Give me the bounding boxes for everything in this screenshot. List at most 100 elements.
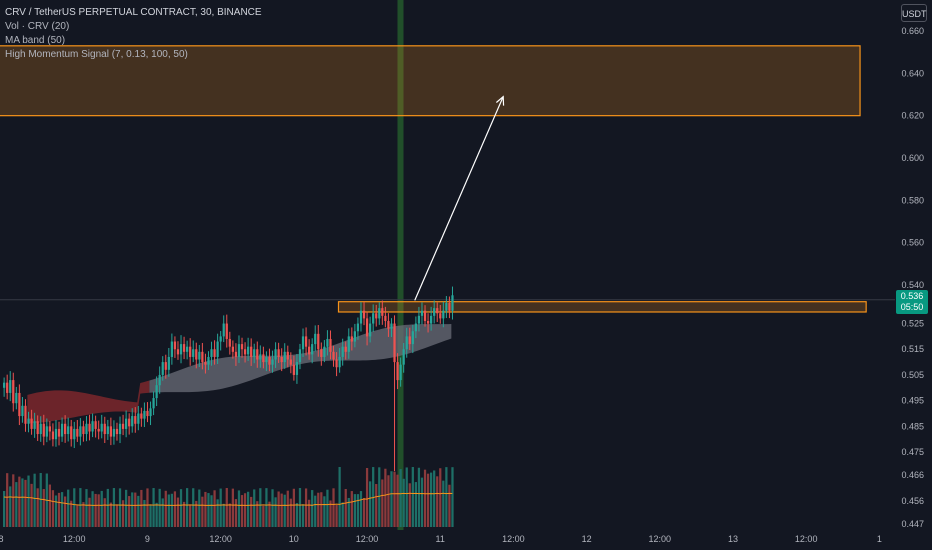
candle-body [402,349,405,365]
volume-bar [137,495,140,527]
volume-bar [247,491,250,527]
signal-indicator-label[interactable]: High Momentum Signal (7, 0.13, 100, 50) [5,49,188,60]
volume-bar [396,474,399,527]
candle-body [433,308,436,316]
candle-body [79,426,82,437]
candle-body [213,349,216,357]
candle-body [362,310,366,319]
volume-bar [399,469,402,527]
time-tick-label: 1 [877,534,882,544]
candle-body [149,408,152,417]
signal-highlight-bar [397,0,404,530]
candle-body [243,349,247,355]
candle-body [24,405,27,424]
volume-bar [82,502,85,527]
candle-body [176,349,180,355]
candle-body [448,302,451,311]
price-tick-label: 0.525 [901,319,924,329]
symbol-title[interactable]: CRV / TetherUS PERPETUAL CONTRACT, 30, B… [5,7,262,18]
volume-bar [271,489,274,527]
volume-bar [408,483,411,527]
candle-body [189,346,192,357]
volume-bar [48,484,51,527]
volume-indicator-label[interactable]: Vol · CRV (20) [5,21,70,32]
candle-body [259,354,262,360]
candle-body [45,426,48,437]
volume-bar [195,500,198,527]
candle-body [118,423,122,435]
candle-body [219,336,222,342]
volume-bar [112,488,116,527]
volume-bar [423,469,427,527]
volume-bar [57,492,61,527]
candle-body [94,421,97,429]
time-tick-label: 12:00 [502,534,525,544]
volume-bar [155,502,158,527]
volume-bar [231,488,234,527]
candle-body [27,418,30,424]
volume-bar [201,496,204,527]
bar-countdown: 05:50 [900,302,924,312]
candle-body [247,346,250,355]
candle-body [73,428,76,440]
price-tick-label: 0.505 [901,370,924,380]
volume-bar [51,490,55,527]
candle-body [64,423,67,435]
candle-body [265,356,268,363]
time-tick-label: 11 [436,534,445,544]
volume-bar [314,495,317,527]
volume-bar [332,488,335,527]
volume-bar [228,503,231,527]
volume-bar [100,490,103,527]
volume-bar [320,492,323,527]
ma-band-indicator-label[interactable]: MA band (50) [5,35,66,46]
volume-bar [42,489,45,527]
volume-bar [268,501,271,527]
candle-body [436,308,439,314]
candle-body [338,356,341,368]
volume-bar [283,494,286,527]
chart-legend: CRV / TetherUS PERPETUAL CONTRACT, 30, B… [5,6,262,62]
candle-body [344,346,347,352]
price-tick-label: 0.456 [901,496,924,506]
volume-bar [344,488,347,527]
price-tick-label: 0.475 [901,447,924,457]
candle-body [277,349,280,357]
candle-body [426,320,430,324]
volume-bar [335,505,338,527]
volume-bar [234,499,238,527]
candle-body [253,349,256,357]
volume-bar [60,492,64,527]
volume-bar [417,467,421,527]
candle-body [292,364,295,375]
price-tick-label: 0.540 [901,280,924,290]
volume-bar [3,491,6,527]
volume-bar [381,479,384,527]
candle-body [417,315,421,324]
volume-bar [189,505,192,527]
volume-bar [250,496,253,527]
volume-bar [179,489,183,527]
candle-body [88,423,91,432]
volume-bar [103,498,106,527]
candle-body [57,428,61,437]
volume-bar [329,500,332,527]
candle-body [121,423,125,429]
volume-bar [292,488,295,527]
candle-body [18,392,21,417]
volume-bar [390,471,393,527]
candle-body [231,346,234,352]
candle-body [381,308,384,316]
volume-bar [365,467,369,527]
candle-body [115,428,119,435]
candle-body [161,362,164,375]
candle-body [21,405,24,417]
candle-body [365,318,369,337]
candle-body [387,320,390,329]
currency-unit-button[interactable]: USDT [901,4,927,22]
candle-body [372,313,375,324]
price-tick-label: 0.466 [901,470,924,480]
candle-body [158,374,161,386]
candle-body [170,341,173,357]
